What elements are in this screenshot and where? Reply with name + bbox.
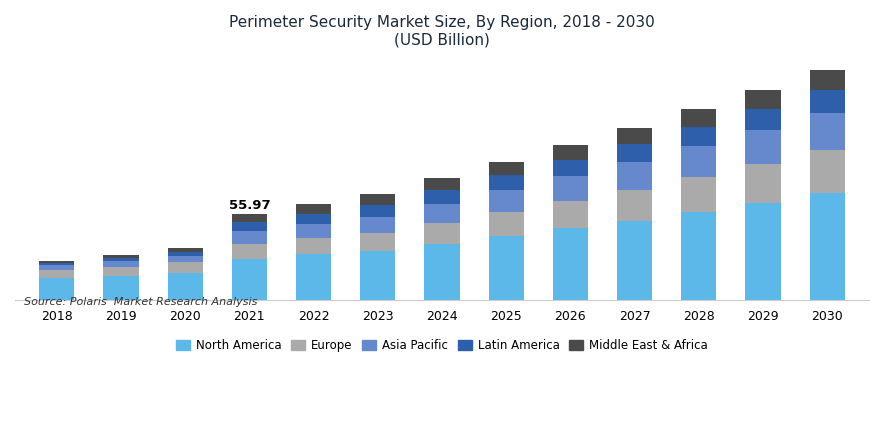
- Legend: North America, Europe, Asia Pacific, Latin America, Middle East & Africa: North America, Europe, Asia Pacific, Lat…: [171, 334, 713, 357]
- Bar: [39, 265, 74, 270]
- Bar: [552, 160, 588, 176]
- Bar: [39, 263, 74, 265]
- Bar: [167, 273, 202, 300]
- Bar: [232, 259, 267, 300]
- Bar: [39, 261, 74, 263]
- Bar: [103, 261, 139, 267]
- Bar: [552, 145, 588, 160]
- Bar: [360, 194, 395, 205]
- Bar: [745, 90, 781, 109]
- Bar: [617, 162, 652, 190]
- Bar: [810, 150, 845, 193]
- Bar: [745, 203, 781, 300]
- Bar: [167, 262, 202, 273]
- Bar: [745, 164, 781, 203]
- Bar: [424, 178, 460, 190]
- Bar: [296, 224, 332, 238]
- Bar: [103, 258, 139, 261]
- Bar: [360, 205, 395, 217]
- Bar: [489, 236, 524, 300]
- Bar: [810, 113, 845, 150]
- Bar: [745, 109, 781, 130]
- Bar: [489, 190, 524, 212]
- Bar: [232, 222, 267, 231]
- Text: 55.97: 55.97: [229, 199, 271, 212]
- Bar: [296, 214, 332, 224]
- Bar: [103, 276, 139, 300]
- Bar: [360, 217, 395, 233]
- Bar: [617, 190, 652, 221]
- Bar: [232, 214, 267, 222]
- Bar: [489, 212, 524, 236]
- Bar: [617, 144, 652, 162]
- Bar: [489, 175, 524, 190]
- Bar: [682, 127, 717, 146]
- Bar: [103, 255, 139, 258]
- Bar: [232, 231, 267, 244]
- Bar: [745, 130, 781, 164]
- Bar: [167, 252, 202, 256]
- Bar: [552, 201, 588, 228]
- Bar: [167, 248, 202, 252]
- Bar: [39, 270, 74, 278]
- Bar: [682, 212, 717, 300]
- Bar: [39, 278, 74, 300]
- Bar: [552, 176, 588, 201]
- Bar: [424, 244, 460, 300]
- Bar: [360, 251, 395, 300]
- Bar: [424, 223, 460, 244]
- Title: Perimeter Security Market Size, By Region, 2018 - 2030
(USD Billion): Perimeter Security Market Size, By Regio…: [229, 15, 655, 48]
- Bar: [617, 221, 652, 300]
- Bar: [232, 244, 267, 259]
- Bar: [682, 109, 717, 127]
- Bar: [296, 238, 332, 255]
- Bar: [103, 267, 139, 276]
- Bar: [424, 190, 460, 204]
- Text: Source: Polaris  Market Research Analysis: Source: Polaris Market Research Analysis: [24, 297, 257, 307]
- Bar: [810, 91, 845, 113]
- Bar: [682, 146, 717, 177]
- Bar: [424, 204, 460, 223]
- Bar: [552, 228, 588, 300]
- Bar: [167, 256, 202, 262]
- Bar: [617, 128, 652, 144]
- Bar: [810, 70, 845, 91]
- Bar: [296, 204, 332, 214]
- Bar: [360, 233, 395, 251]
- Bar: [489, 162, 524, 175]
- Bar: [296, 255, 332, 300]
- Bar: [810, 193, 845, 300]
- Bar: [682, 177, 717, 212]
